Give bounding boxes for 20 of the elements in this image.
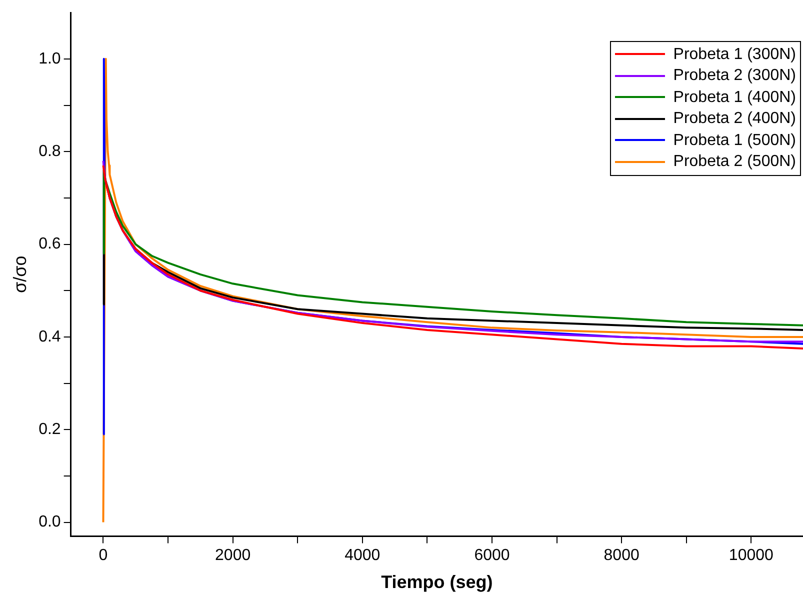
x-tick-label: 4000 xyxy=(344,547,380,564)
x-tick-label: 6000 xyxy=(474,547,510,564)
x-tick-label: 10000 xyxy=(728,547,774,564)
y-tick-label: 0.2 xyxy=(38,421,61,438)
x-tick-label: 8000 xyxy=(604,547,640,564)
y-tick-label: 0.8 xyxy=(38,143,61,160)
legend-label: Probeta 1 (300N) xyxy=(673,44,796,65)
x-tick-label: 0 xyxy=(98,547,108,564)
y-tick-label: 0.4 xyxy=(38,328,61,346)
legend-label: Probeta 1 (400N) xyxy=(673,88,796,108)
x-axis-title: Tiempo (seg) xyxy=(381,572,493,592)
legend-label: Probeta 2 (300N) xyxy=(673,66,796,86)
x-tick-label: 2000 xyxy=(215,547,251,564)
legend-label: Probeta 2 (500N) xyxy=(673,152,796,172)
y-tick-label: 0.6 xyxy=(38,236,61,253)
legend-label: Probeta 2 (400N) xyxy=(673,109,796,130)
y-tick-label: 1.0 xyxy=(38,50,61,68)
y-tick-label: 0.0 xyxy=(38,514,61,531)
y-axis-title: σ/σo xyxy=(10,256,30,294)
legend-label: Probeta 1 (500N) xyxy=(673,130,796,151)
